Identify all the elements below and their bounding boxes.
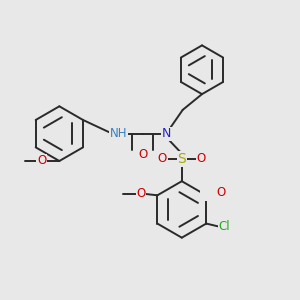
Text: O: O: [196, 152, 206, 165]
Text: S: S: [177, 152, 186, 166]
Text: O: O: [138, 148, 147, 161]
Text: O: O: [136, 187, 146, 200]
Bar: [200, 183, 254, 201]
Text: O: O: [158, 152, 167, 165]
Text: O: O: [217, 186, 226, 199]
Text: Cl: Cl: [218, 220, 230, 233]
Text: NH: NH: [110, 127, 128, 140]
Text: N: N: [162, 127, 171, 140]
Text: O: O: [37, 154, 46, 167]
